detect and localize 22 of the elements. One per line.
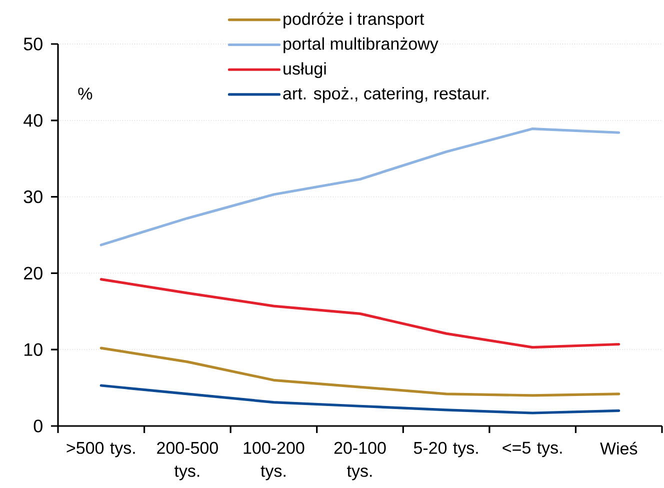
line-series (100, 128, 620, 246)
y-tick-label: 40 (24, 114, 42, 127)
x-tick-label: Wieś (600, 442, 638, 455)
legend-label: podróże i transport (284, 12, 424, 28)
y-axis-title: % (78, 88, 92, 100)
x-tick-label: 200-500 tys. (157, 442, 218, 480)
legend-label: usługi (284, 62, 326, 78)
x-tick-label: 100-200 tys. (244, 442, 304, 480)
x-tick-label: <=5 tys. (502, 442, 562, 458)
x-tick-label: >500 tys. (66, 442, 135, 458)
y-tick-label: 30 (24, 190, 42, 204)
line-series (100, 346, 620, 397)
legend-label: portal multibranżowy (284, 37, 438, 54)
y-tick-label: 0 (34, 420, 42, 432)
y-tick-label: 20 (24, 266, 42, 280)
x-tick-label: 20-100 tys. (334, 442, 386, 480)
legend-label: art. spoż., catering, restaur. (283, 87, 489, 103)
x-tick-label: 5-20 tys. (414, 442, 478, 458)
line-series (100, 278, 620, 349)
line-series (100, 384, 620, 414)
y-tick-label: 50 (24, 38, 42, 50)
y-tick-label: 10 (24, 343, 42, 356)
